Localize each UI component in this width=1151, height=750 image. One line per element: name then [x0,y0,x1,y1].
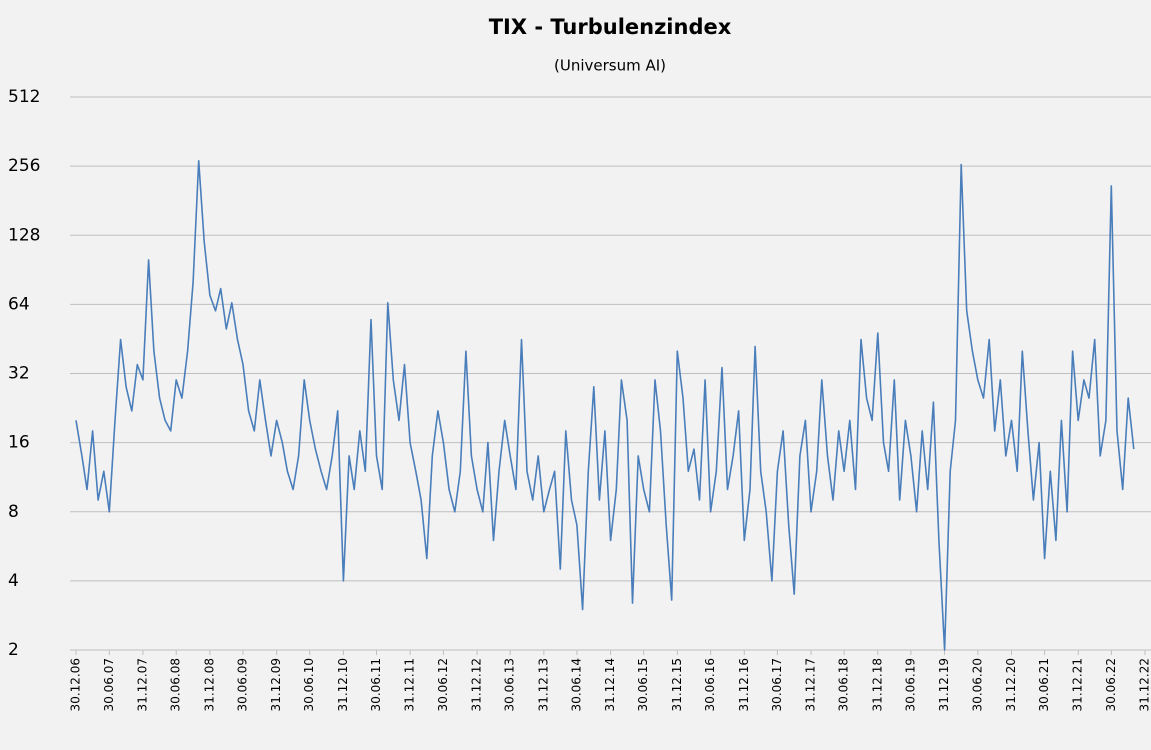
x-tick-label: 30.06.07 [102,658,116,711]
y-tick-label: 16 [8,433,30,453]
x-tick-label: 31.12.10 [336,658,350,711]
x-tick-label: 30.06.18 [837,658,851,711]
x-tick-label: 31.12.16 [737,658,751,711]
x-tick-label: 30.06.17 [770,658,784,711]
x-tick-label: 30.06.16 [703,658,717,711]
x-tick-label: 31.12.15 [670,658,684,711]
x-tick-label: 30.06.08 [169,658,183,711]
x-tick-label: 31.12.19 [937,658,951,711]
y-tick-label: 512 [8,87,40,107]
x-tick-label: 31.12.22 [1138,658,1151,711]
x-tick-label: 30.06.21 [1037,658,1051,711]
x-tick-label: 31.12.14 [603,658,617,711]
y-tick-label: 128 [8,225,40,245]
x-tick-label: 31.12.21 [1071,658,1085,711]
x-tick-label: 30.06.09 [235,658,249,711]
y-tick-label: 32 [8,364,30,384]
x-tick-label: 31.12.09 [269,658,283,711]
x-tick-label: 30.12.06 [69,658,83,711]
x-tick-label: 30.06.22 [1104,658,1118,711]
data-line [75,160,1135,651]
y-tick-label: 4 [8,571,19,591]
x-tick-label: 31.12.12 [470,658,484,711]
chart-subtitle: (Universum AI) [554,57,666,75]
y-tick-label: 256 [8,156,40,176]
y-tick-label: 2 [8,640,19,660]
x-tick-label: 31.12.18 [870,658,884,711]
y-tick-label: 8 [8,502,19,522]
x-tick-label: 30.06.14 [569,658,583,711]
chart-title: TIX - Turbulenzindex [489,15,732,39]
x-tick-label: 31.12.08 [202,658,216,711]
x-tick-label: 30.06.11 [369,658,383,711]
x-tick-label: 30.06.20 [970,658,984,711]
y-tick-label: 64 [8,294,30,314]
x-tick-label: 30.06.13 [503,658,517,711]
x-tick-label: 30.06.19 [903,658,917,711]
x-tick-label: 31.12.17 [804,658,818,711]
x-tick-label: 31.12.20 [1004,658,1018,711]
x-tick-label: 31.12.07 [135,658,149,711]
x-tick-label: 31.12.11 [403,658,417,711]
x-tick-label: 31.12.13 [536,658,550,711]
x-tick-label: 30.06.15 [636,658,650,711]
x-tick-label: 30.06.10 [302,658,316,711]
x-tick-label: 30.06.12 [436,658,450,711]
